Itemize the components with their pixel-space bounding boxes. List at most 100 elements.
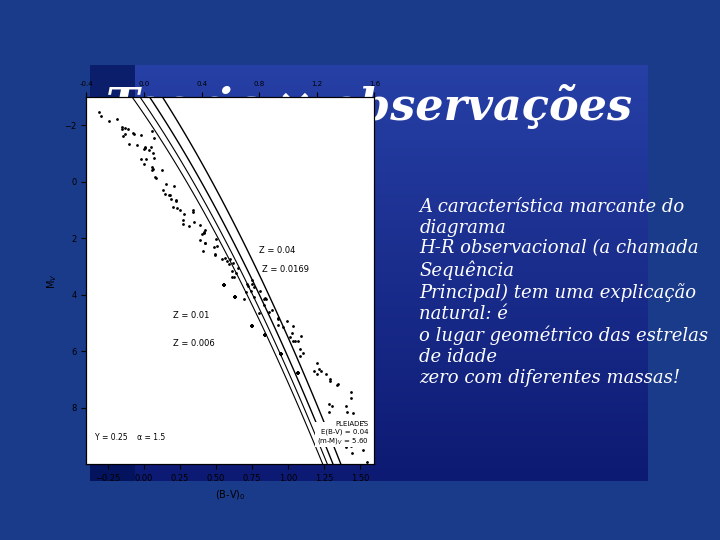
Bar: [90, 298, 648, 302]
X-axis label: (B-V)$_0$: (B-V)$_0$: [215, 489, 246, 502]
Point: [198, 247, 210, 255]
Bar: [90, 410, 648, 414]
Point: [258, 301, 270, 310]
Point: [179, 210, 190, 219]
Text: Z = 0.01: Z = 0.01: [173, 310, 210, 320]
Text: L: L: [130, 242, 145, 262]
Bar: [90, 123, 648, 127]
Point: [165, 194, 176, 203]
Bar: [90, 140, 648, 144]
Point: [287, 329, 298, 338]
Point: [103, 116, 114, 125]
Point: [168, 181, 179, 190]
Point: [150, 174, 162, 183]
Bar: [90, 443, 648, 447]
Point: [295, 332, 307, 340]
Bar: [90, 422, 648, 427]
Point: [147, 149, 158, 158]
Point: [320, 370, 332, 379]
Point: [284, 332, 295, 341]
Point: [246, 280, 258, 288]
Point: [310, 424, 322, 433]
Point: [357, 418, 369, 427]
Point: [146, 166, 158, 174]
Point: [116, 125, 127, 133]
Bar: [90, 335, 648, 339]
Point: [332, 380, 343, 389]
Bar: [90, 136, 648, 140]
Point: [361, 458, 373, 467]
Bar: [90, 289, 648, 294]
Bar: [90, 414, 648, 418]
Y-axis label: M$_V$: M$_V$: [45, 273, 59, 288]
Bar: [90, 252, 648, 256]
Point: [183, 222, 194, 231]
Bar: [90, 435, 648, 439]
Bar: [90, 464, 648, 468]
Point: [358, 446, 369, 454]
Point: [348, 409, 359, 418]
Point: [233, 264, 244, 272]
Point: [171, 204, 182, 212]
Bar: [90, 348, 648, 352]
Point: [266, 306, 278, 315]
Point: [146, 163, 158, 172]
Bar: [90, 427, 648, 431]
Point: [194, 236, 206, 245]
Point: [253, 308, 265, 317]
Bar: [90, 343, 648, 348]
Text: T: T: [192, 440, 207, 460]
Point: [272, 313, 284, 322]
Point: [223, 260, 235, 268]
Point: [332, 379, 343, 388]
Point: [120, 130, 131, 138]
Point: [229, 293, 240, 301]
Point: [311, 359, 323, 368]
Point: [135, 131, 147, 139]
Point: [297, 348, 309, 357]
Bar: [90, 168, 648, 173]
Bar: [90, 90, 648, 94]
Bar: [90, 177, 648, 181]
Point: [292, 368, 304, 377]
Point: [217, 255, 228, 264]
Text: Z = 0.04: Z = 0.04: [259, 246, 296, 254]
Bar: [90, 231, 648, 235]
Point: [135, 155, 147, 164]
Bar: [90, 322, 648, 327]
Bar: [90, 244, 648, 248]
Bar: [90, 210, 648, 214]
Point: [131, 141, 143, 150]
Bar: [90, 268, 648, 273]
Point: [324, 377, 336, 386]
Bar: [90, 69, 648, 73]
Bar: [90, 65, 135, 481]
Bar: [90, 73, 648, 77]
Bar: [90, 439, 648, 443]
Point: [248, 283, 260, 292]
Point: [128, 130, 140, 138]
Bar: [90, 468, 648, 472]
Point: [332, 428, 343, 436]
Bar: [90, 214, 648, 219]
Text: A característica marcante do diagrama
H-R observacional (a chamada Sequência
Pri: A característica marcante do diagrama H-…: [419, 198, 708, 387]
Point: [292, 336, 304, 345]
Point: [264, 308, 275, 317]
Point: [198, 228, 210, 237]
Point: [93, 107, 104, 116]
Bar: [90, 114, 648, 119]
Bar: [90, 194, 648, 198]
Point: [140, 143, 151, 152]
Point: [230, 269, 241, 278]
Bar: [90, 223, 648, 227]
Point: [354, 426, 365, 435]
Point: [187, 206, 199, 214]
Point: [147, 165, 158, 173]
Bar: [90, 85, 648, 90]
Point: [122, 125, 134, 133]
Bar: [90, 294, 648, 298]
Bar: [90, 148, 648, 152]
Bar: [90, 339, 648, 343]
Bar: [90, 106, 648, 111]
Point: [150, 173, 161, 181]
